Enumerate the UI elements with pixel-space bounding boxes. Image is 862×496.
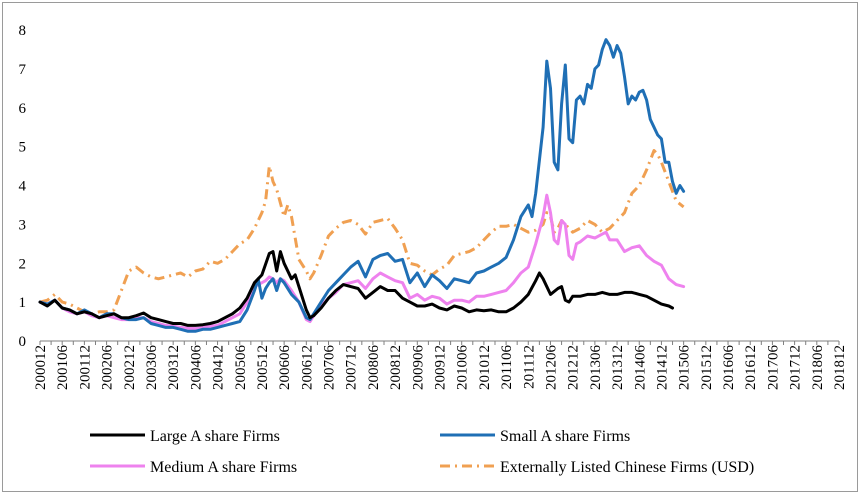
legend-label: Externally Listed Chinese Firms (USD) [500, 459, 754, 476]
x-tick-label: 201506 [677, 345, 693, 391]
x-tick-label: 201306 [588, 345, 604, 391]
x-tick-label: 200106 [55, 345, 71, 391]
x-tick-label: 200406 [188, 345, 204, 391]
x-tick-label: 200712 [344, 345, 360, 390]
series-line [38, 250, 674, 327]
x-tick-label: 200906 [410, 345, 426, 391]
x-tick-label: 200606 [277, 345, 293, 391]
y-tick-label: 5 [19, 140, 27, 156]
x-tick-label: 201206 [543, 345, 559, 391]
y-tick-label: 3 [19, 217, 27, 233]
y-tick-label: 8 [19, 23, 27, 39]
series-line [39, 149, 685, 316]
x-tick-label: 200206 [100, 345, 116, 391]
x-tick-label: 201712 [788, 345, 804, 390]
legend: Large A share Firms Small A share Firms Me… [90, 428, 754, 476]
x-tick-label: 201612 [743, 345, 759, 390]
x-tick-label: 201412 [654, 345, 670, 390]
x-tick-label: 201806 [810, 345, 826, 391]
x-tick-label: 200412 [211, 345, 227, 390]
x-tick-label: 201212 [566, 345, 582, 390]
y-tick-label: 7 [19, 62, 27, 78]
x-tick-label: 200112 [77, 345, 93, 389]
x-tick-label: 201012 [477, 345, 493, 390]
y-tick-label: 1 [19, 295, 27, 311]
axes: 0 1 2 3 4 5 6 7 8 200012 200106 200112 200206 200212 2… [19, 23, 849, 390]
series-line [38, 193, 686, 331]
x-tick-label: 201406 [632, 345, 648, 391]
legend-label: Small A share Firms [500, 428, 630, 445]
x-tick-label: 200212 [122, 345, 138, 390]
x-tick-label: 201706 [765, 345, 781, 391]
y-tick-label: 4 [19, 179, 27, 195]
x-tick-label: 201006 [455, 345, 471, 391]
y-tick-label: 0 [19, 334, 27, 350]
legend-label: Medium A share Firms [150, 459, 297, 476]
x-tick-label: 201312 [610, 345, 626, 390]
legend-label: Large A share Firms [150, 428, 280, 445]
x-tick-label: 200706 [322, 345, 338, 391]
x-tick-label: 200612 [299, 345, 315, 390]
series-line [38, 38, 686, 333]
x-tick-label: 201112 [521, 345, 537, 389]
x-tick-label: 201812 [832, 345, 848, 390]
y-tick-label: 2 [19, 256, 27, 272]
x-tick-label: 200306 [144, 345, 160, 391]
y-tick-label: 6 [19, 101, 27, 117]
x-tick-label: 200012 [33, 345, 49, 390]
x-tick-label: 201106 [499, 345, 515, 390]
x-tick-label: 201512 [699, 345, 715, 390]
x-tick-label: 200512 [255, 345, 271, 390]
x-tick-label: 201606 [721, 345, 737, 391]
x-tick-label: 200312 [166, 345, 182, 390]
series-lines [38, 38, 686, 333]
x-tick-label: 200806 [366, 345, 382, 391]
x-tick-label: 200506 [233, 345, 249, 391]
x-tick-label: 200912 [433, 345, 449, 390]
x-tick-label: 200812 [388, 345, 404, 390]
